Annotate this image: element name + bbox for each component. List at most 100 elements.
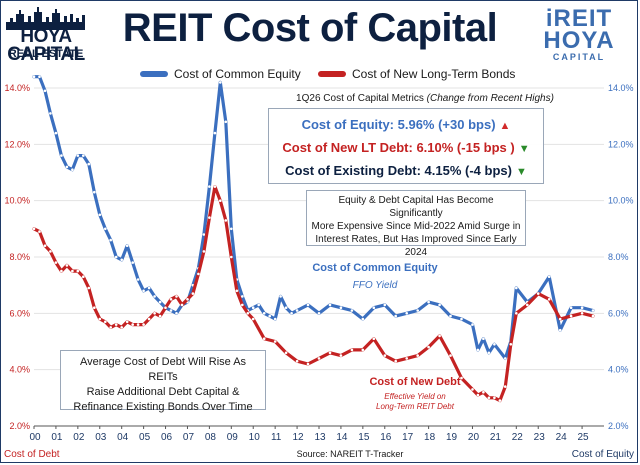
data-point-equity	[328, 303, 332, 307]
data-point-equity	[317, 312, 321, 315]
data-point-equity	[476, 348, 480, 352]
metric-new-debt-text: Cost of New LT Debt: 6.10% (-15 bps )	[282, 140, 515, 155]
legend-item-equity: Cost of Common Equity	[140, 67, 301, 81]
axes: 2.0% 2.0% 4.0% 4.0% 6.0% 6.0% 8.0% 8.0% 10.0% 10.…	[4, 83, 633, 443]
x-tick-label: 23	[534, 432, 546, 443]
data-point-debt	[361, 348, 365, 352]
data-point-debt	[306, 362, 310, 366]
data-point-debt	[383, 354, 387, 357]
arrow-down-icon: ▼	[518, 143, 530, 155]
data-point-debt	[98, 317, 102, 321]
data-point-equity	[213, 131, 217, 135]
data-point-equity	[54, 131, 58, 135]
x-tick-label: 20	[468, 432, 480, 443]
data-point-debt	[498, 399, 502, 402]
data-point-debt	[295, 359, 299, 363]
data-point-equity	[257, 303, 261, 307]
data-point-equity	[251, 306, 255, 310]
data-point-debt	[558, 317, 562, 321]
data-point-debt	[476, 393, 480, 397]
data-point-equity	[487, 351, 491, 355]
debt-note-box: Average Cost of Debt Will Rise As REITs …	[60, 350, 266, 413]
chart-legend: Cost of Common Equity Cost of New Long-T…	[140, 67, 540, 83]
x-tick-label: 09	[227, 432, 239, 443]
data-point-equity	[219, 81, 222, 84]
data-point-equity	[60, 154, 63, 157]
data-point-debt	[109, 326, 112, 329]
metric-new-debt: Cost of New LT Debt: 6.10% (-15 bps ) ▼	[269, 137, 543, 160]
data-point-debt	[251, 317, 255, 321]
data-point-debt	[230, 255, 233, 259]
y-tick-label-right: 6.0%	[608, 308, 629, 318]
data-point-debt	[32, 227, 36, 231]
data-point-debt	[93, 306, 96, 310]
data-point-debt	[153, 312, 156, 315]
data-point-equity	[290, 312, 293, 315]
data-point-debt	[273, 340, 277, 343]
note-box: Equity & Debt Capital Has Become Signifi…	[306, 190, 526, 258]
y-tick-label-left: 14.0%	[4, 83, 30, 93]
debt-note-line: Average Cost of Debt Will Rise As REITs	[79, 356, 247, 383]
hoya-capital-logo: HOYA CAPITAL REAL ESTATE	[4, 4, 88, 65]
data-point-debt	[284, 351, 288, 355]
data-point-debt	[504, 385, 507, 388]
y-tick-label-left: 6.0%	[9, 308, 30, 318]
data-point-debt	[142, 323, 145, 326]
footer-source: Source: NAREIT T-Tracker	[296, 449, 404, 459]
x-tick-label: 25	[578, 432, 590, 443]
data-point-debt	[125, 320, 129, 324]
logo-left-name: HOYA CAPITAL	[7, 26, 85, 65]
series	[32, 75, 595, 403]
x-tick-label: 00	[29, 432, 41, 443]
note-line: Interest Rates, But Has Improved Since E…	[315, 234, 517, 258]
data-point-equity	[547, 275, 551, 279]
data-point-debt	[191, 292, 195, 295]
data-point-debt	[60, 269, 63, 273]
data-point-equity	[569, 306, 573, 310]
logo-left-sub: REAL ESTATE	[8, 48, 84, 60]
data-point-debt	[262, 337, 266, 341]
data-point-debt	[38, 230, 41, 233]
x-tick-label: 07	[183, 432, 195, 443]
data-point-debt	[339, 354, 343, 357]
data-point-debt	[515, 312, 518, 315]
data-point-debt	[114, 323, 118, 326]
data-point-debt	[202, 250, 206, 253]
data-point-equity	[114, 255, 118, 259]
y-tick-label-right: 10.0%	[608, 196, 634, 206]
x-tick-label: 21	[490, 432, 502, 443]
legend-label-debt: Cost of New Long-Term Bonds	[352, 67, 516, 81]
x-tick-label: 02	[73, 432, 85, 443]
logo-right-line3: CAPITAL	[552, 52, 606, 62]
data-point-equity	[262, 312, 266, 315]
x-tick-label: 05	[139, 432, 151, 443]
legend-label-equity: Cost of Common Equity	[174, 67, 301, 81]
data-point-debt	[49, 250, 52, 253]
data-point-debt	[427, 345, 430, 349]
data-point-debt	[526, 303, 529, 307]
data-point-equity	[175, 312, 178, 315]
data-point-equity	[339, 306, 343, 310]
data-point-debt	[235, 289, 239, 293]
series-line-debt	[32, 185, 595, 403]
data-point-equity	[131, 261, 134, 264]
data-point-equity	[284, 306, 288, 310]
debt-annotation-sub: Effective Yield on Long-Term REIT Debt	[335, 392, 495, 412]
data-point-equity	[361, 317, 365, 321]
data-point-equity	[208, 185, 211, 188]
x-tick-label: 16	[380, 432, 392, 443]
data-point-equity	[136, 278, 140, 281]
x-tick-label: 01	[51, 432, 63, 443]
data-point-debt	[317, 357, 321, 360]
data-point-equity	[49, 112, 52, 115]
arrow-up-icon: ▲	[499, 120, 511, 132]
y-tick-label-right: 14.0%	[608, 83, 634, 93]
data-point-equity	[449, 314, 452, 318]
data-point-equity	[87, 162, 91, 166]
footer-cost-of-debt: Cost of Debt	[4, 449, 60, 460]
data-point-equity	[125, 244, 129, 247]
data-point-equity	[295, 309, 299, 312]
data-point-debt	[224, 219, 228, 222]
